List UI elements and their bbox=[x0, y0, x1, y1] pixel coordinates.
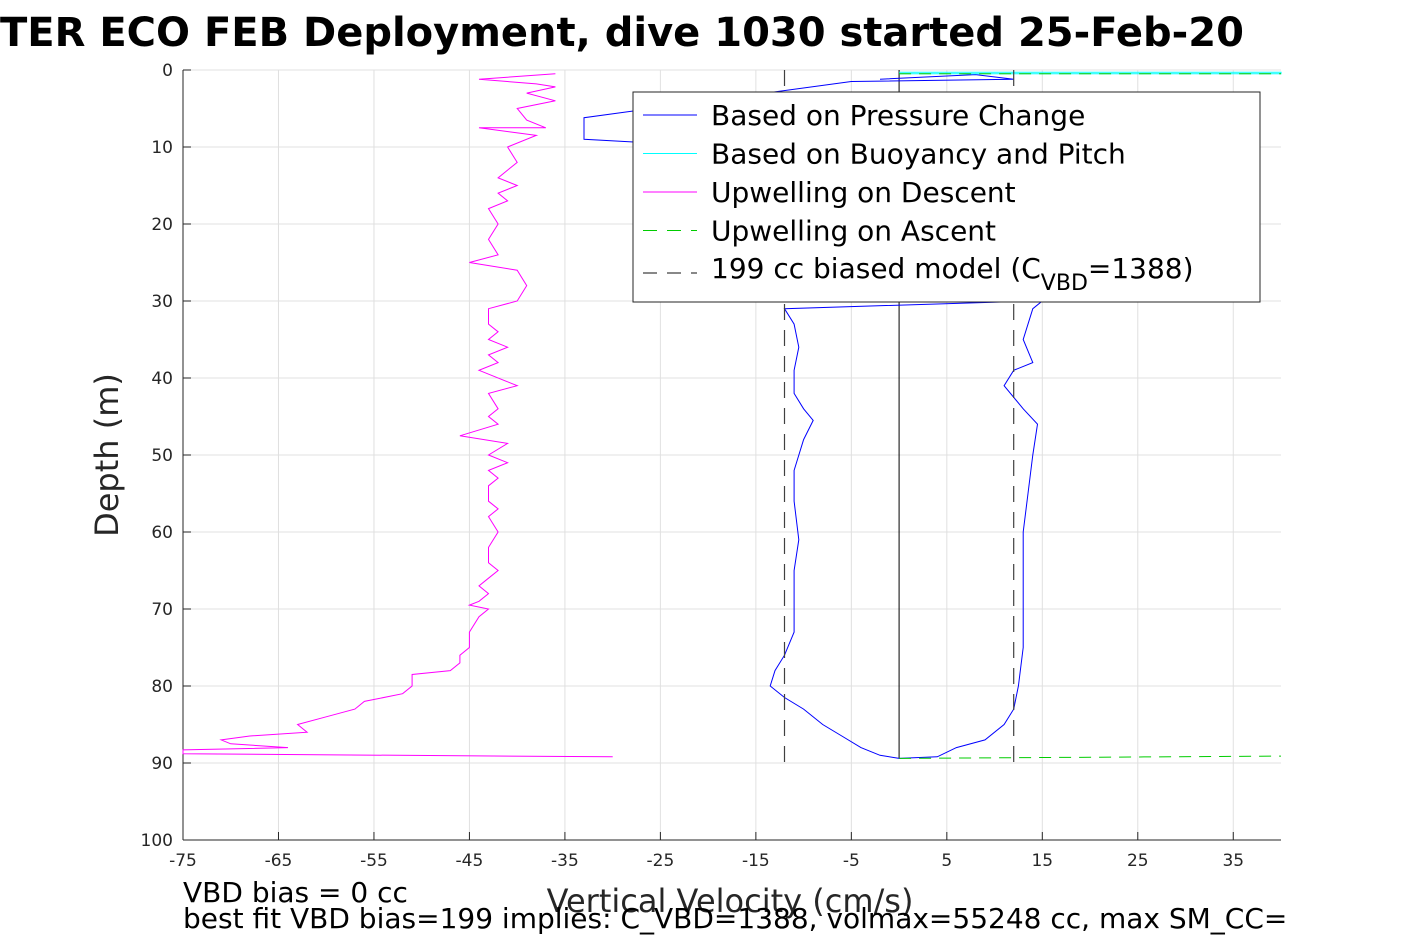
footer-best-fit: best fit VBD bias=199 implies: C_VBD=138… bbox=[183, 902, 1287, 935]
x-tick-label: -35 bbox=[551, 851, 579, 871]
y-tick-label: 80 bbox=[151, 677, 173, 697]
y-tick-label: 50 bbox=[151, 446, 173, 466]
x-tick-label: -65 bbox=[265, 851, 293, 871]
legend-label: Based on Pressure Change bbox=[711, 99, 1085, 132]
x-tick-label: 25 bbox=[1127, 851, 1149, 871]
chart-title: TER ECO FEB Deployment, dive 1030 starte… bbox=[0, 10, 1244, 56]
x-tick-labels: -75 -65 -55 -45 -35 -25 -15 -5 5 15 25 35 bbox=[169, 851, 1244, 871]
x-tick-label: -55 bbox=[360, 851, 388, 871]
legend-label: Based on Buoyancy and Pitch bbox=[711, 138, 1126, 171]
y-tick-label: 90 bbox=[151, 754, 173, 774]
legend-label: Upwelling on Ascent bbox=[711, 215, 996, 248]
y-axis-label: Depth (m) bbox=[88, 373, 126, 537]
series-upwelling-on-ascent bbox=[899, 755, 1282, 759]
x-tick-label: -25 bbox=[647, 851, 675, 871]
y-tick-label: 70 bbox=[151, 600, 173, 620]
legend: Based on Pressure Change Based on Buoyanc… bbox=[632, 91, 1261, 303]
y-tick-label: 10 bbox=[151, 138, 173, 158]
x-tick-label: 35 bbox=[1222, 851, 1244, 871]
y-tick-label: 30 bbox=[151, 292, 173, 312]
x-tick-label: 15 bbox=[1031, 851, 1053, 871]
y-tick-label: 60 bbox=[151, 523, 173, 543]
legend-model-prefix: 199 cc biased model (C bbox=[711, 252, 1041, 285]
legend-label-model: 199 cc biased model (CVBD=1388) bbox=[711, 252, 1194, 296]
x-tick-label: -15 bbox=[742, 851, 770, 871]
x-axis-label: Vertical Velocity (cm/s) bbox=[547, 882, 914, 920]
series-upwelling-on-descent bbox=[182, 73, 613, 758]
x-tick-label: -75 bbox=[169, 851, 197, 871]
x-tick-label: 5 bbox=[941, 851, 952, 871]
y-tick-label: 40 bbox=[151, 369, 173, 389]
y-tick-label: 0 bbox=[162, 61, 173, 81]
legend-box bbox=[632, 91, 1261, 303]
y-tick-labels: 0 10 20 30 40 50 60 70 80 90 100 bbox=[141, 61, 173, 851]
legend-model-suffix: =1388) bbox=[1088, 252, 1194, 285]
legend-entries: Based on Pressure Change Based on Buoyanc… bbox=[643, 99, 1126, 248]
legend-label: Upwelling on Descent bbox=[711, 176, 1016, 209]
legend-model-sub: VBD bbox=[1041, 271, 1088, 296]
y-tick-label: 100 bbox=[141, 831, 173, 851]
footer-vbd-bias: VBD bias = 0 cc bbox=[183, 876, 408, 909]
x-tick-label: -5 bbox=[843, 851, 860, 871]
x-tick-label: -45 bbox=[456, 851, 484, 871]
y-tick-label: 20 bbox=[151, 215, 173, 235]
